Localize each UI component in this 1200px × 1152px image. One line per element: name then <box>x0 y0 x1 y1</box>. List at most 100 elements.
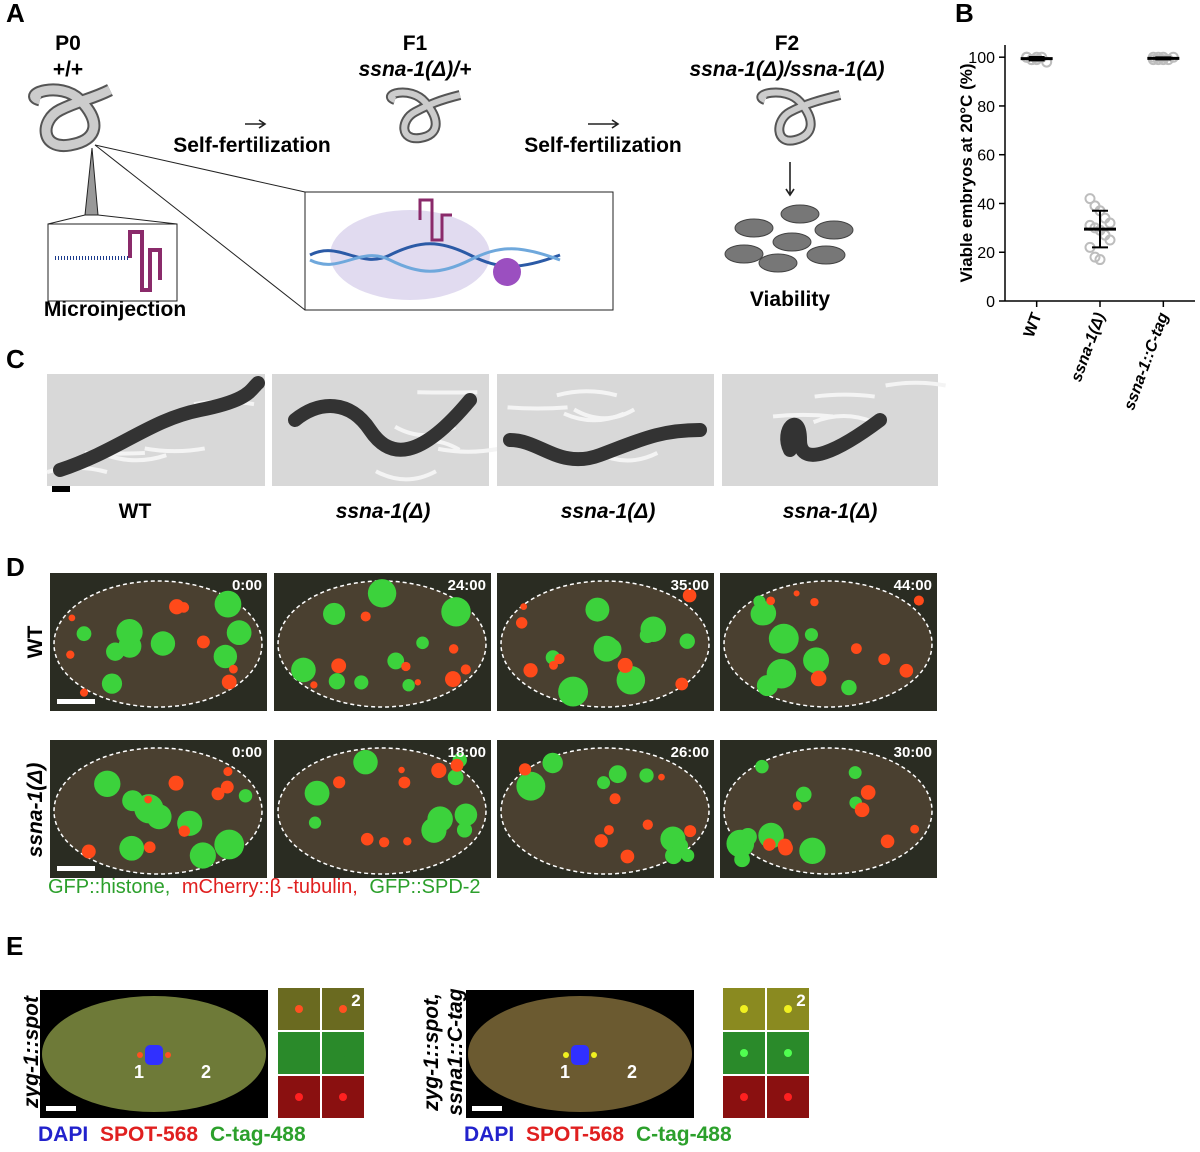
nucleus <box>102 674 122 694</box>
centrosome-label: 1 <box>134 1062 144 1082</box>
scale-bar <box>57 699 95 704</box>
centrosome <box>82 845 96 859</box>
centrosome <box>144 796 152 804</box>
centrosome <box>401 662 410 671</box>
generation: F2 <box>775 32 800 55</box>
centrosome <box>516 617 527 628</box>
panel-d: WT ssna-1(Δ) GFP::histone, mCherry::β -t… <box>24 573 937 898</box>
spot <box>563 1052 569 1058</box>
nucleus <box>681 849 694 862</box>
nucleus <box>77 626 92 641</box>
nucleus <box>639 768 653 782</box>
nucleus <box>441 597 470 626</box>
centrosome <box>595 834 608 847</box>
track <box>815 395 875 397</box>
x-tick-label: WT <box>1021 310 1046 339</box>
legend: DAPI SPOT-568 C-tag-488 <box>38 1123 306 1146</box>
centrosome-label: 2 <box>201 1062 211 1082</box>
centrosome <box>618 658 633 673</box>
nucleus <box>227 620 252 645</box>
nucleus <box>796 787 812 803</box>
timestamp: 26:00 <box>671 744 709 761</box>
centrosome <box>763 838 776 851</box>
centrosome <box>361 833 374 846</box>
nucleus <box>305 781 330 806</box>
centrosome <box>69 614 76 621</box>
centrosome <box>66 651 74 659</box>
nucleus <box>641 616 667 642</box>
timestamp: 44:00 <box>894 577 932 594</box>
nucleus <box>239 789 252 802</box>
dapi <box>145 1045 163 1065</box>
legend: GFP::histone, mCherry::β -tubulin, GFP::… <box>48 876 481 898</box>
centrosome <box>398 777 410 789</box>
nucleus <box>323 603 345 625</box>
inset-label: 2 <box>351 991 360 1010</box>
centrosome <box>197 635 210 648</box>
centrosome <box>520 603 527 610</box>
step: Self-fertilization <box>173 134 331 157</box>
genotype: ssna-1(Δ)/ssna-1(Δ) <box>689 58 884 81</box>
track <box>508 407 568 408</box>
nucleus <box>416 637 429 650</box>
nucleus <box>751 603 774 626</box>
legend-item: C-tag-488 <box>636 1123 732 1146</box>
generation: P0 <box>55 32 81 55</box>
nucleus <box>609 765 627 783</box>
centrosome <box>658 774 665 781</box>
spot <box>165 1052 171 1058</box>
x-tick-label: ssna-1::C-tag <box>1121 310 1172 412</box>
y-tick-label: 40 <box>977 196 995 213</box>
inset-spot <box>339 1005 347 1013</box>
nucleus <box>215 591 242 618</box>
nucleus <box>402 679 414 691</box>
centrosome <box>445 671 461 687</box>
nucleus <box>755 760 768 773</box>
nucleus <box>214 645 237 668</box>
panel-letter: D <box>6 552 25 582</box>
genotype: +/+ <box>53 58 83 81</box>
scale-bar <box>472 1106 502 1111</box>
scale-bar <box>57 866 95 871</box>
legend-item: mCherry::β -tubulin, <box>182 876 358 898</box>
centrosome <box>811 671 827 687</box>
centrosome <box>554 654 564 664</box>
embryo-outline <box>724 748 932 874</box>
panel-letter: C <box>6 344 25 374</box>
nucleus <box>119 836 144 861</box>
worm-image <box>722 374 938 486</box>
inset-spot <box>295 1093 303 1101</box>
scale-bar <box>52 486 70 492</box>
panel-letter: B <box>955 0 974 28</box>
nucleus <box>597 776 610 789</box>
legend-item: DAPI <box>464 1123 514 1146</box>
legend-item: GFP::SPD-2 <box>369 876 480 898</box>
nucleus <box>805 628 818 641</box>
nucleus <box>799 838 825 864</box>
y-tick-label: 80 <box>977 99 995 116</box>
nucleus <box>680 634 695 649</box>
legend-item: GFP::histone, <box>48 876 170 898</box>
spot <box>137 1052 143 1058</box>
inset-spot <box>295 1049 303 1057</box>
centrosome <box>169 776 184 791</box>
timestamp: 0:00 <box>232 577 262 594</box>
centrosome <box>778 841 793 856</box>
timestamp: 35:00 <box>671 577 709 594</box>
y-tick-label: 20 <box>977 245 995 262</box>
track <box>773 415 833 417</box>
nucleus <box>151 631 175 655</box>
nucleus <box>516 772 545 801</box>
centrosome-label: 2 <box>627 1062 637 1082</box>
genotype: ssna-1(Δ)/+ <box>359 58 472 81</box>
image-label: ssna-1(Δ) <box>783 500 878 523</box>
centrosome <box>403 837 411 845</box>
nucleus <box>455 803 478 826</box>
strain-label: ssna1::C-tag <box>444 988 467 1115</box>
centrosome <box>461 664 471 674</box>
nucleus <box>849 766 862 779</box>
inset-spot <box>339 1093 347 1101</box>
centrosome <box>861 785 876 800</box>
centrosome <box>179 825 190 836</box>
